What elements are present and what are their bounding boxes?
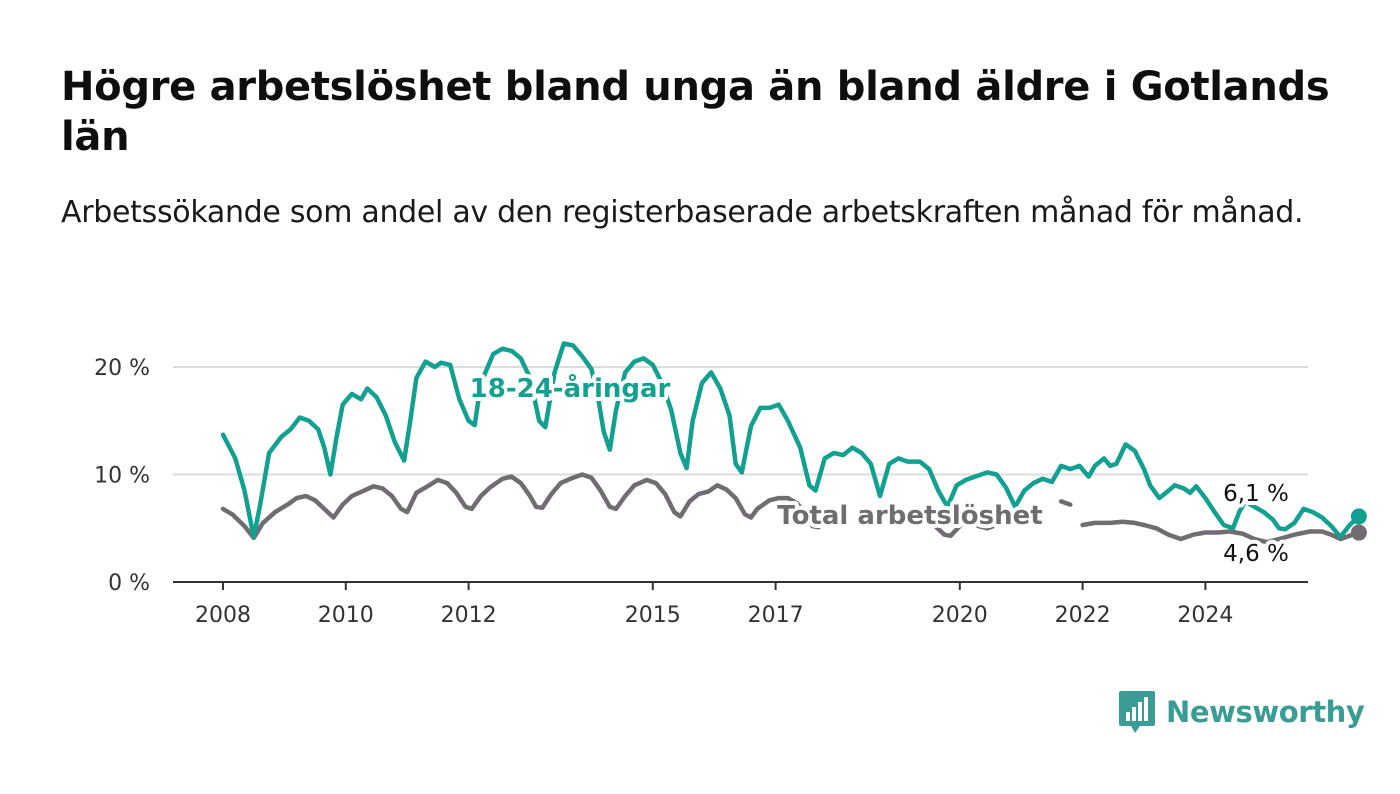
series-label-youth-halo: 18-24-åringar (470, 372, 671, 404)
series-line-total-segment (1141, 522, 1362, 545)
bar-chart-icon (1119, 691, 1155, 733)
chart-title: Högre arbetslöshet bland unga än bland ä… (61, 64, 1330, 160)
chart-subtitle: Arbetssökande som andel av den registerb… (61, 195, 1304, 230)
series-line-total-segment (923, 515, 969, 539)
series-line-total-segment (890, 509, 910, 520)
end-label-youth-halo: 6,1 % (1223, 481, 1289, 507)
x-tick-label: 2008 (195, 603, 251, 628)
series (220, 341, 1367, 545)
end-label-total-halo: 4,6 % (1223, 541, 1289, 567)
end-label-youth: 6,1 % (1223, 481, 1289, 507)
x-tick-label: 2022 (1055, 603, 1111, 628)
series-line-total-segment (825, 508, 849, 518)
x-tick-label: 2020 (932, 603, 988, 628)
series-label-total: Total arbetslöshet (777, 501, 1042, 531)
x-tick-label: 2010 (318, 603, 374, 628)
series-line-total (220, 472, 849, 541)
logo-text: Newsworthy (1166, 695, 1365, 729)
end-label-total: 4,6 % (1223, 541, 1289, 567)
series-line-youth (220, 341, 1362, 540)
end-point-youth (1350, 508, 1367, 525)
series-line-total-segment (1018, 516, 1042, 528)
x-axis-ticks: 2008 2010 2012 2015 2017 2020 2022 2024 (195, 582, 1233, 628)
x-tick-label: 2024 (1177, 603, 1233, 628)
series-label-total-halo: Total arbetslöshet (777, 501, 1042, 531)
series-label-youth: 18-24-åringar (470, 372, 671, 404)
series-line-total-segment (1080, 519, 1147, 528)
end-point-total (1350, 524, 1367, 541)
x-tick-label: 2017 (748, 603, 804, 628)
y-tick-label: 0 % (108, 571, 150, 596)
series-line-total-segment (1058, 499, 1073, 507)
x-tick-label: 2012 (441, 603, 497, 628)
y-tick-label: 10 % (94, 464, 150, 489)
y-tick-label: 20 % (94, 356, 150, 381)
y-axis-ticks: 0 % 10 % 20 % (94, 356, 150, 596)
series-line-total-segment (975, 522, 999, 531)
x-tick-label: 2015 (625, 603, 681, 628)
gridlines (173, 366, 1308, 583)
newsworthy-logo: Newsworthy (1118, 690, 1365, 734)
